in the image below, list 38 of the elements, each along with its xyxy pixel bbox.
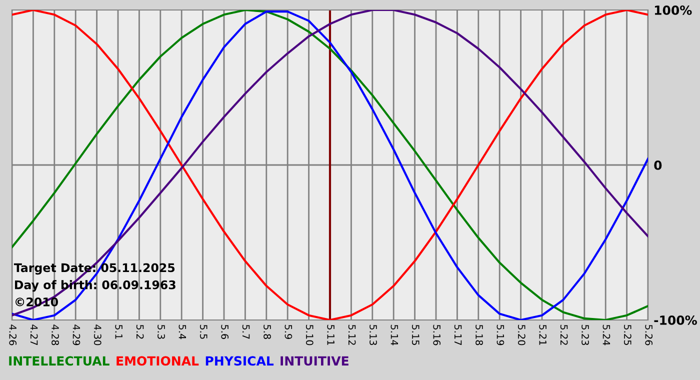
x-tick-label: 5.24 (602, 324, 610, 346)
x-tick-label: 5.4 (178, 324, 186, 340)
y-tick-label: 0 (654, 160, 662, 170)
x-tick-label: 5.25 (624, 324, 632, 345)
x-tick-label: 5.10 (306, 324, 314, 346)
x-tick-label: 5.15 (412, 324, 420, 345)
text: INTUITIVE (280, 356, 348, 366)
x-tick-label: 5.26 (645, 324, 653, 346)
y-tick-label: 100% (654, 5, 692, 15)
text: PHYSICAL (206, 356, 274, 366)
x-tick-label: 5.7 (242, 324, 250, 339)
x-tick-label: 4.26 (9, 324, 17, 346)
x-tick-label: 5.6 (221, 324, 229, 340)
x-tick-label: 5.5 (200, 324, 208, 339)
x-tick-label: 5.21 (539, 324, 547, 345)
x-tick-label: 5.9 (284, 324, 292, 339)
x-tick-label: 5.8 (264, 324, 271, 339)
x-tick-label: 5.16 (433, 324, 441, 346)
x-tick-label: 5.1 (115, 324, 122, 339)
x-tick-label: 5.18 (476, 324, 483, 346)
x-tick-label: 4.30 (94, 324, 102, 346)
x-tick-label: 5.2 (136, 324, 144, 339)
x-tick-label: 5.3 (158, 324, 165, 339)
x-tick-label: 5.22 (560, 324, 568, 345)
x-tick-label: 5.14 (390, 324, 398, 346)
y-tick-label: -100% (654, 315, 697, 325)
x-tick-label: 5.11 (327, 324, 334, 345)
text: EMOTIONAL (116, 356, 199, 366)
x-tick-label: 5.19 (496, 324, 504, 346)
x-tick-label: 4.28 (52, 324, 59, 346)
x-tick-label: 5.23 (582, 324, 589, 346)
x-tick-label: 4.29 (72, 324, 80, 346)
x-tick-label: 5.13 (370, 324, 377, 346)
x-tick-label: 5.12 (348, 324, 356, 345)
text: INTELLECTUAL (9, 356, 110, 366)
x-tick-label: 5.20 (518, 324, 526, 346)
x-tick-label: 5.17 (454, 324, 462, 345)
x-tick-label: 4.27 (30, 324, 38, 345)
